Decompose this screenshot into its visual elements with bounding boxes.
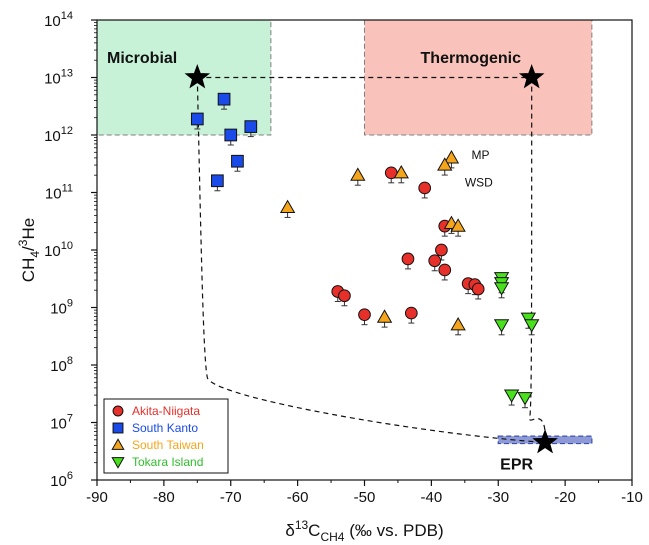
x-tick-label: -30: [487, 489, 509, 506]
legend-label: Akita-Niigata: [132, 404, 200, 418]
star-thermogenic: [518, 64, 545, 89]
data-point: [493, 319, 510, 333]
legend-label: Tokara Island: [132, 455, 203, 469]
data-point: [450, 218, 466, 232]
y-tick-label: 1011: [45, 183, 73, 203]
data-point: [450, 316, 466, 331]
label-microbial: Microbial: [107, 50, 177, 67]
x-tick-label: -70: [220, 489, 242, 506]
annotation-layer: Microbial Thermogenic EPR MP WSD: [107, 50, 534, 473]
y-tick-label: 1010: [44, 240, 73, 260]
data-point: [190, 112, 204, 126]
series-tokara-island: [493, 272, 540, 409]
legend-marker: [111, 438, 125, 450]
data-point: [376, 309, 393, 323]
data-point: [428, 254, 442, 268]
y-axis-title: CH4/3He: [16, 218, 42, 282]
data-point: [279, 199, 296, 214]
y-tick-label: 107: [50, 413, 73, 433]
y-tick-label: 108: [50, 355, 73, 375]
star-epr: [532, 428, 558, 454]
legend-marker: [112, 422, 124, 434]
y-tick-label: 1013: [44, 68, 73, 88]
legend-label: South Kanto: [132, 421, 198, 435]
data-point: [244, 120, 258, 133]
x-tick-label: -50: [354, 489, 376, 506]
y-tick-label: 1012: [44, 125, 73, 145]
data-point: [338, 289, 351, 303]
x-tick-label: -10: [621, 489, 643, 506]
data-point: [471, 282, 485, 296]
x-tick-label: -20: [554, 489, 576, 506]
data-point: [358, 308, 371, 322]
legend-label: South Taiwan: [132, 438, 204, 452]
data-point: [350, 167, 366, 181]
data-point: [438, 263, 452, 277]
data-point: [493, 282, 510, 296]
x-tick-label: -80: [153, 489, 175, 506]
annotation-wsd: WSD: [465, 175, 493, 189]
mixing-curves-layer: [196, 76, 546, 444]
data-point: [224, 128, 238, 142]
data-point: [520, 312, 537, 327]
region-microbial: [96, 19, 272, 136]
data-points-layer: [190, 92, 540, 409]
legend-marker: [111, 457, 125, 469]
legend-item: South Kanto: [112, 421, 198, 435]
data-point: [524, 319, 540, 333]
endmember-stars-layer: [184, 64, 558, 454]
data-point: [217, 92, 231, 106]
x-tick-label: -90: [86, 489, 108, 506]
series-akita-niigata: [331, 166, 485, 326]
x-axis-title: δ13CCH4 (‰ vs. PDB): [285, 518, 443, 544]
legend-box: [103, 398, 229, 474]
label-epr: EPR: [500, 456, 533, 473]
data-point: [418, 181, 432, 195]
x-tick-label: -40: [421, 489, 443, 506]
annotation-mp: MP: [472, 148, 490, 162]
data-point: [401, 252, 415, 266]
x-tick-label: -60: [287, 489, 309, 506]
y-tick-label: 1014: [44, 10, 73, 30]
y-tick-label: 109: [50, 298, 73, 318]
legend-item: Tokara Island: [111, 455, 203, 469]
data-point: [435, 243, 448, 257]
legend-marker: [112, 405, 124, 417]
data-point: [231, 154, 244, 168]
data-point: [211, 174, 224, 188]
legend-item: South Taiwan: [111, 438, 204, 452]
axes-layer: -90 -80 -70 -60 -50 -40 -30 -20 -10 106 107 108 109 1…: [16, 10, 643, 544]
data-point: [437, 157, 453, 171]
legend: Akita-Niigata South Kanto South Taiwan Toka…: [103, 398, 229, 474]
series-south-kanto: [190, 92, 258, 192]
legend-item: Akita-Niigata: [112, 404, 200, 418]
data-point: [503, 389, 520, 403]
mixing-curve-microbial-epr: [196, 77, 546, 444]
data-point: [517, 392, 533, 406]
data-point: [404, 306, 418, 320]
data-point: [393, 164, 409, 179]
y-tick-label: 106: [50, 470, 73, 490]
regions-layer: [96, 19, 593, 445]
data-point: [443, 150, 460, 164]
series-south-taiwan: [279, 150, 466, 336]
star-microbial: [184, 64, 211, 89]
mixing-curve-thermogenic-epr: [529, 77, 546, 443]
label-thermogenic: Thermogenic: [421, 50, 522, 67]
